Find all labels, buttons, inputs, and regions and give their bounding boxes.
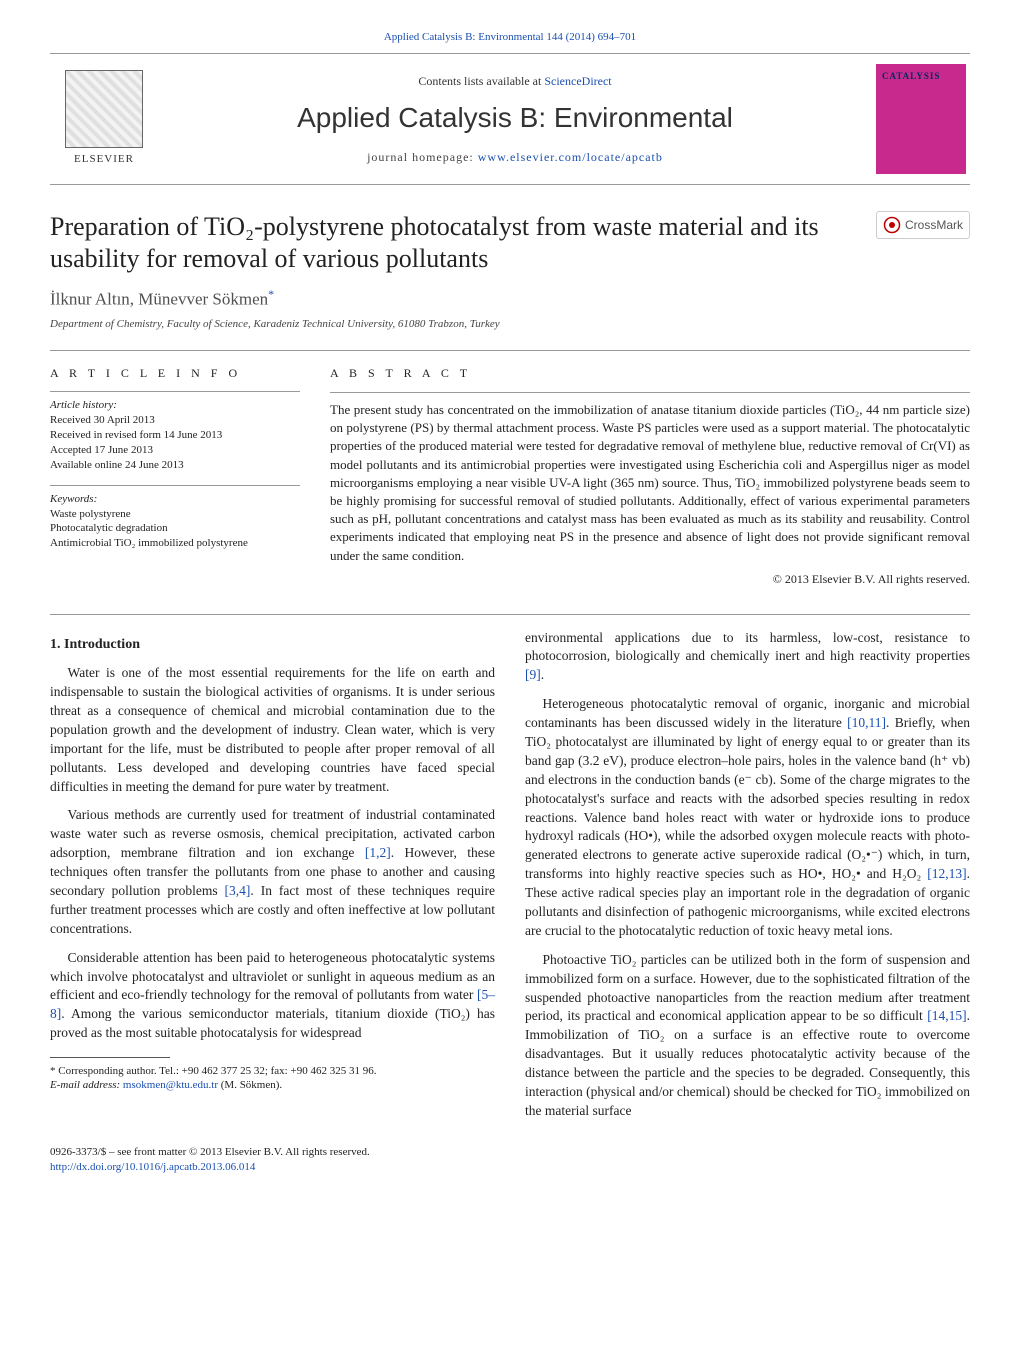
- paragraph: Various methods are currently used for t…: [50, 806, 495, 938]
- citation-link[interactable]: [14,15]: [927, 1008, 966, 1023]
- email-tail: (M. Sökmen).: [218, 1079, 282, 1091]
- paragraph: Photoactive TiO₂ particles can be utiliz…: [525, 951, 970, 1121]
- corr-mark: *: [268, 287, 274, 301]
- paragraph: Water is one of the most essential requi…: [50, 664, 495, 796]
- authors: İlknur Altın, Münevver Sökmen*: [50, 286, 970, 312]
- journal-cover-thumb: CATALYSIS: [876, 64, 966, 174]
- header-banner: ELSEVIER Contents lists available at Sci…: [50, 53, 970, 185]
- citation-link[interactable]: Applied Catalysis B: Environmental 144 (…: [384, 31, 636, 43]
- paragraph: environmental applications due to its ha…: [525, 629, 970, 686]
- paragraph: Considerable attention has been paid to …: [50, 949, 495, 1043]
- keyword: Photocatalytic degradation: [50, 521, 300, 536]
- abstract: a b s t r a c t The present study has co…: [330, 365, 970, 587]
- abstract-copyright: © 2013 Elsevier B.V. All rights reserved…: [330, 571, 970, 588]
- history-line: Received in revised form 14 June 2013: [50, 428, 300, 443]
- text: .: [541, 667, 544, 682]
- journal-name: Applied Catalysis B: Environmental: [164, 99, 866, 137]
- abstract-heading: a b s t r a c t: [330, 365, 970, 382]
- citation-link[interactable]: [12,13]: [927, 866, 966, 881]
- history-label: Article history:: [50, 398, 300, 413]
- banner-center: Contents lists available at ScienceDirec…: [154, 73, 876, 165]
- journal-homepage: journal homepage: www.elsevier.com/locat…: [164, 149, 866, 165]
- doi-link[interactable]: http://dx.doi.org/10.1016/j.apcatb.2013.…: [50, 1161, 255, 1173]
- paper-title: Preparation of TiO₂-polystyrene photocat…: [50, 211, 850, 276]
- citation-link[interactable]: [10,11]: [847, 715, 886, 730]
- abstract-body: The present study has concentrated on th…: [330, 392, 970, 565]
- corresponding-footnote: * Corresponding author. Tel.: +90 462 37…: [50, 1064, 495, 1093]
- article-body: 1. Introduction Water is one of the most…: [50, 629, 970, 1131]
- bottom-matter: 0926-3373/$ – see front matter © 2013 El…: [50, 1145, 970, 1175]
- journal-citation: Applied Catalysis B: Environmental 144 (…: [50, 30, 970, 45]
- divider: [50, 350, 970, 351]
- email-label: E-mail address:: [50, 1079, 123, 1091]
- text: environmental applications due to its ha…: [525, 630, 970, 664]
- text: Photoactive TiO₂ particles can be utiliz…: [525, 952, 970, 1024]
- homepage-prefix: journal homepage:: [367, 150, 478, 164]
- keyword: Antimicrobial TiO₂ immobilized polystyre…: [50, 536, 300, 551]
- keywords-block: Keywords: Waste polystyrene Photocatalyt…: [50, 485, 300, 551]
- keywords-label: Keywords:: [50, 492, 300, 507]
- crossmark-badge[interactable]: CrossMark: [876, 211, 970, 239]
- history-line: Available online 24 June 2013: [50, 458, 300, 473]
- elsevier-tree-icon: [65, 70, 143, 148]
- keyword: Waste polystyrene: [50, 507, 300, 522]
- corr-line: * Corresponding author. Tel.: +90 462 37…: [50, 1064, 495, 1078]
- elsevier-logo: ELSEVIER: [54, 64, 154, 174]
- article-history-block: Article history: Received 30 April 2013 …: [50, 391, 300, 472]
- author-names: İlknur Altın, Münevver Sökmen: [50, 290, 268, 309]
- crossmark-icon: [883, 216, 901, 234]
- text: . Briefly, when TiO₂ photocatalyst are i…: [525, 715, 970, 881]
- citation-link[interactable]: [1,2]: [365, 845, 391, 860]
- email-line: E-mail address: msokmen@ktu.edu.tr (M. S…: [50, 1078, 495, 1092]
- homepage-link[interactable]: www.elsevier.com/locate/apcatb: [478, 150, 663, 164]
- affiliation: Department of Chemistry, Faculty of Scie…: [50, 317, 970, 332]
- contents-prefix: Contents lists available at: [418, 74, 544, 88]
- crossmark-label: CrossMark: [905, 217, 963, 233]
- article-info: a r t i c l e i n f o Article history: R…: [50, 365, 300, 587]
- article-info-heading: a r t i c l e i n f o: [50, 365, 300, 381]
- footnote-rule: [50, 1057, 170, 1058]
- sciencedirect-link[interactable]: ScienceDirect: [544, 74, 611, 88]
- history-line: Received 30 April 2013: [50, 413, 300, 428]
- front-matter-line: 0926-3373/$ – see front matter © 2013 El…: [50, 1145, 970, 1160]
- text: Considerable attention has been paid to …: [50, 950, 495, 1003]
- divider: [50, 614, 970, 615]
- citation-link[interactable]: [3,4]: [225, 883, 251, 898]
- history-line: Accepted 17 June 2013: [50, 443, 300, 458]
- elsevier-wordmark: ELSEVIER: [74, 152, 134, 167]
- cover-label: CATALYSIS: [882, 70, 960, 82]
- section-heading: 1. Introduction: [50, 635, 495, 655]
- citation-link[interactable]: [9]: [525, 667, 541, 682]
- email-link[interactable]: msokmen@ktu.edu.tr: [123, 1079, 218, 1091]
- text: . Among the various semiconductor materi…: [50, 1006, 495, 1040]
- paragraph: Heterogeneous photocatalytic removal of …: [525, 695, 970, 941]
- contents-line: Contents lists available at ScienceDirec…: [164, 73, 866, 89]
- text: . Immobilization of TiO₂ on a surface is…: [525, 1008, 970, 1117]
